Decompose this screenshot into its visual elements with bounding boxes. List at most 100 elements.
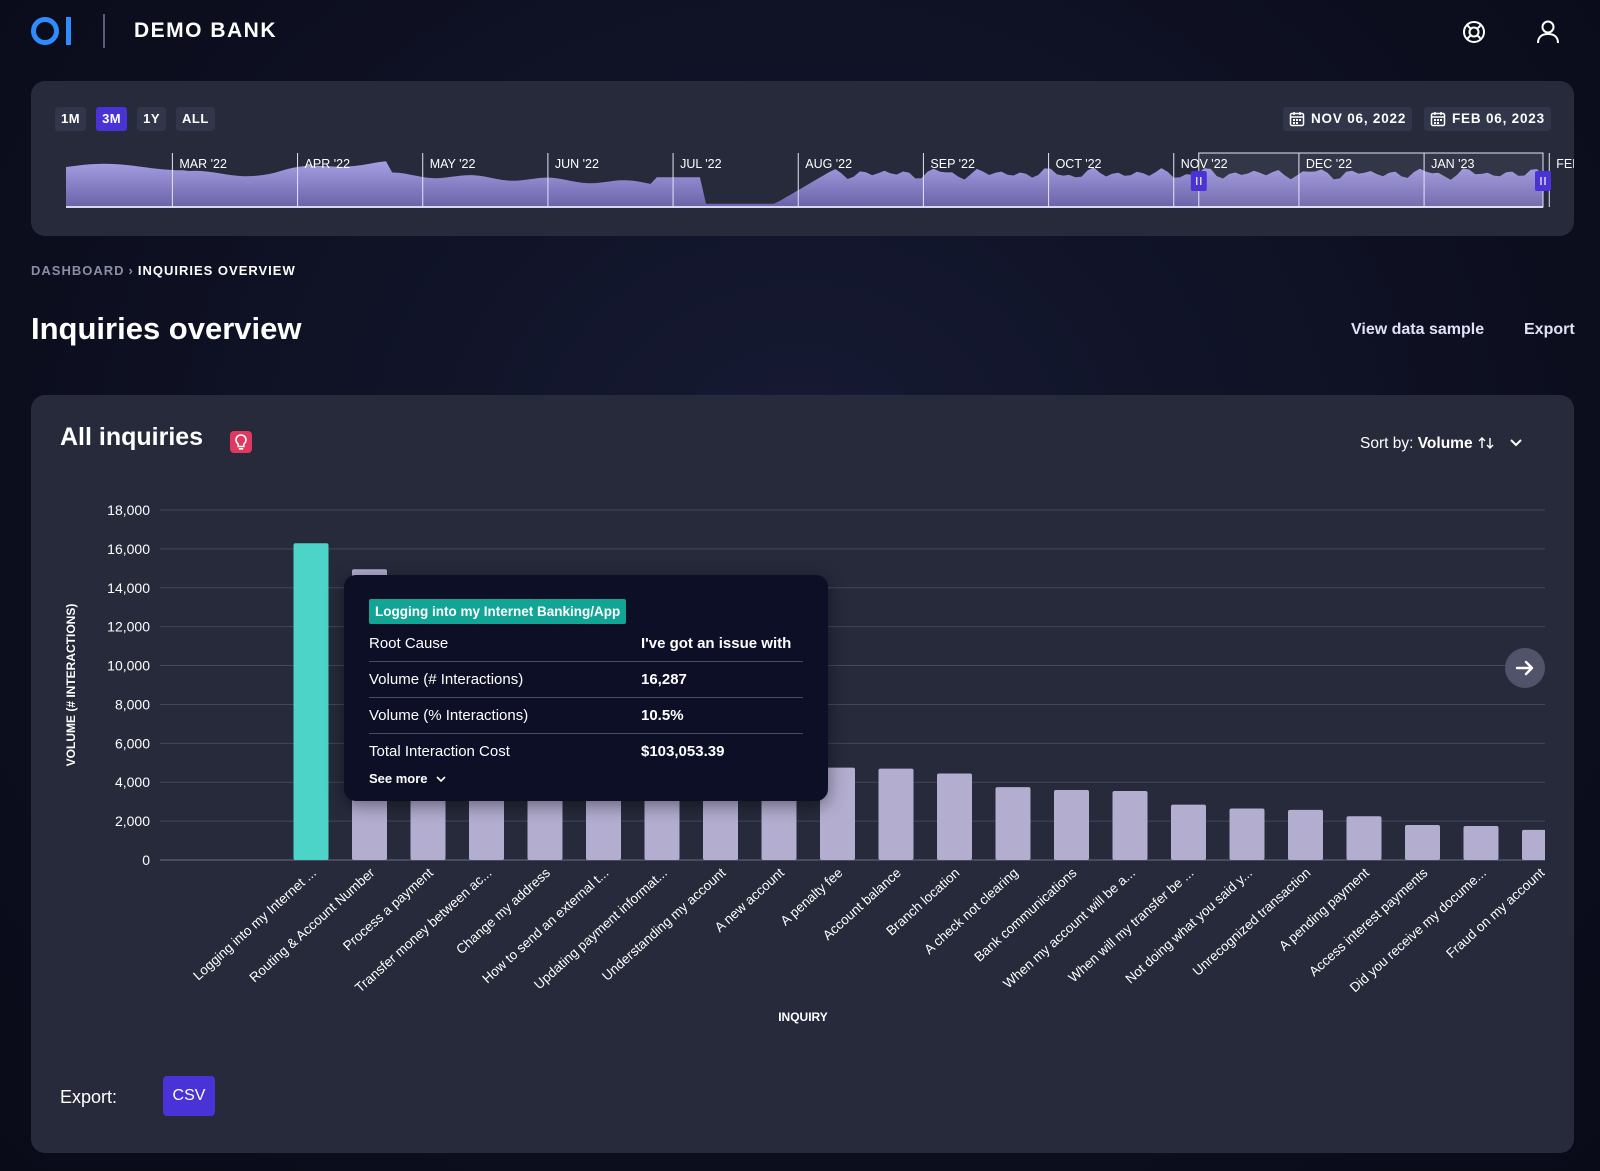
bar[interactable] [878, 768, 914, 860]
bar-tooltip: Logging into my Internet Banking/App Roo… [344, 575, 828, 801]
bar[interactable] [1171, 804, 1206, 860]
oi-logo[interactable] [31, 14, 75, 48]
tooltip-key: Volume (# Interactions) [369, 671, 524, 688]
x-tick-label: Understanding my account [599, 865, 729, 984]
timeline-selection[interactable] [1198, 152, 1544, 208]
tooltip-key: Volume (% Interactions) [369, 707, 529, 724]
timeline-month-label: MAY '22 [430, 157, 476, 171]
arrow-right-icon [1515, 660, 1534, 676]
tooltip-key: Total Interaction Cost [369, 743, 510, 760]
bar[interactable] [937, 773, 972, 860]
breadcrumb-dashboard[interactable]: DASHBOARD [31, 263, 125, 278]
bar[interactable] [1463, 825, 1499, 860]
view-data-sample-link[interactable]: View data sample [1351, 321, 1485, 338]
x-tick-label: Access interest payments [1306, 865, 1431, 979]
bar[interactable] [1288, 809, 1323, 860]
y-tick-label: 18,000 [107, 502, 150, 518]
timeline-month-label: JUN '22 [555, 157, 599, 171]
y-tick-label: 16,000 [107, 541, 150, 557]
sort-label: Sort by: [1360, 435, 1414, 452]
range-buttons: 1M 3M 1Y ALL [55, 107, 215, 131]
y-tick-label: 14,000 [107, 580, 150, 596]
lightbulb-icon[interactable] [230, 431, 252, 453]
see-more-label: See more [369, 771, 428, 786]
user-icon[interactable] [1534, 18, 1562, 46]
tooltip-value: $103,053.39 [641, 743, 725, 760]
y-tick-label: 10,000 [107, 658, 150, 674]
card-title: All inquiries [60, 423, 204, 451]
breadcrumb-current: INQUIRIES OVERVIEW [137, 263, 296, 278]
tooltip-title: Logging into my Internet Banking/App [369, 599, 627, 624]
logo-divider [103, 14, 105, 48]
bar[interactable] [1405, 825, 1440, 860]
end-date-picker[interactable]: FEB 06, 2023 [1424, 107, 1551, 131]
x-tick-label: Fraud on my account [1443, 865, 1547, 961]
start-date-picker[interactable]: NOV 06, 2022 [1283, 107, 1413, 131]
timeline-month-label: APR '22 [305, 157, 351, 171]
bar[interactable] [1112, 790, 1148, 860]
top-bar: DEMO BANK [0, 0, 1600, 64]
timeline-brush[interactable]: MAR '22 APR '22 MAY '22 JUN '22 JUL '22 AUG '… [31, 81, 1574, 236]
sort-arrows-icon[interactable] [1477, 435, 1499, 453]
tooltip-row-cost: Total Interaction Cost $103,053.39 [369, 734, 803, 770]
chevron-right-icon: › [128, 263, 134, 278]
timeline-month-label: FEB [1556, 157, 1574, 171]
bar[interactable] [1346, 816, 1382, 860]
end-date: FEB 06, 2023 [1452, 111, 1545, 126]
bar[interactable] [995, 787, 1031, 860]
timeline-end-handle[interactable] [1535, 171, 1551, 191]
next-page-button[interactable] [1505, 648, 1545, 688]
bar[interactable] [1522, 829, 1557, 860]
start-date: NOV 06, 2022 [1311, 111, 1407, 126]
tooltip-key: Root Cause [369, 635, 449, 652]
sort-dropdown[interactable]: Sort by: Volume [1360, 435, 1523, 453]
bar[interactable] [1054, 790, 1089, 860]
brand-name: DEMO BANK [134, 19, 277, 42]
y-tick-label: 2,000 [115, 813, 150, 829]
tooltip-value: I've got an issue with [641, 635, 792, 652]
see-more-button[interactable]: See more [369, 771, 447, 786]
breadcrumb: DASHBOARD › INQUIRIES OVERVIEW [31, 263, 296, 278]
timeline-month-label: DEC '22 [1306, 157, 1352, 171]
range-button-3m[interactable]: 3M [96, 107, 128, 131]
lifebuoy-icon[interactable] [1460, 18, 1488, 46]
calendar-icon [1430, 112, 1446, 127]
export-link[interactable]: Export [1524, 321, 1575, 338]
sort-value: Volume [1417, 435, 1473, 452]
y-axis-label: VOLUME (# INTERACTIONS) [64, 604, 78, 767]
bar[interactable] [293, 543, 329, 860]
tooltip-row-root-cause: Root Cause I've got an issue with [369, 626, 803, 662]
bar[interactable] [820, 767, 855, 860]
tooltip-row-volume-percent: Volume (% Interactions) 10.5% [369, 698, 803, 734]
x-axis-label: INQUIRY [778, 1010, 828, 1024]
csv-export-button[interactable]: CSV [163, 1076, 215, 1116]
timeline-month-label: OCT '22 [1056, 157, 1102, 171]
timeline-month-label: JAN '23 [1431, 157, 1474, 171]
timeline-month-label: AUG '22 [805, 157, 852, 171]
timeline-card: 1M 3M 1Y ALL NOV 06, 2022 FEB 06, 2023 MAR … [31, 81, 1574, 236]
chevron-down-icon [436, 776, 446, 783]
x-tick-label: Bank communications [971, 865, 1079, 965]
range-button-1y[interactable]: 1Y [137, 107, 167, 131]
timeline-month-label: JUL '22 [680, 157, 722, 171]
y-tick-label: 4,000 [115, 774, 150, 790]
range-button-1m[interactable]: 1M [55, 107, 87, 131]
page-title: Inquiries overview [31, 311, 302, 346]
tooltip-row-volume-count: Volume (# Interactions) 16,287 [369, 662, 803, 698]
export-label: Export: [60, 1087, 118, 1107]
range-button-all[interactable]: ALL [176, 107, 215, 131]
tooltip-value: 16,287 [641, 671, 687, 688]
timeline-month-label: SEP '22 [930, 157, 975, 171]
y-tick-label: 8,000 [115, 696, 150, 712]
bar[interactable] [1229, 808, 1265, 860]
x-tick-label: Unrecognized transaction [1190, 865, 1314, 979]
y-tick-label: 0 [142, 852, 150, 868]
chevron-down-icon[interactable] [1503, 435, 1523, 453]
y-tick-label: 12,000 [107, 619, 150, 635]
timeline-month-label: NOV '22 [1181, 157, 1228, 171]
y-tick-label: 6,000 [115, 735, 150, 751]
timeline-start-handle[interactable] [1190, 171, 1207, 191]
tooltip-value: 10.5% [641, 707, 684, 724]
timeline-month-label: MAR '22 [179, 157, 227, 171]
calendar-icon [1289, 112, 1305, 127]
